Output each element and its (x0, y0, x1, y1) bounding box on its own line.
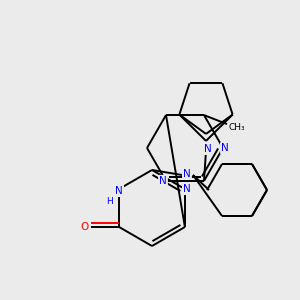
Text: N: N (115, 186, 123, 196)
Text: H: H (106, 196, 112, 206)
Text: CH₃: CH₃ (229, 123, 245, 132)
Text: N: N (221, 143, 229, 153)
Text: N: N (159, 176, 167, 186)
Text: O: O (80, 222, 88, 232)
Text: N: N (183, 184, 191, 194)
Text: N: N (204, 144, 212, 154)
Text: N: N (183, 169, 191, 179)
